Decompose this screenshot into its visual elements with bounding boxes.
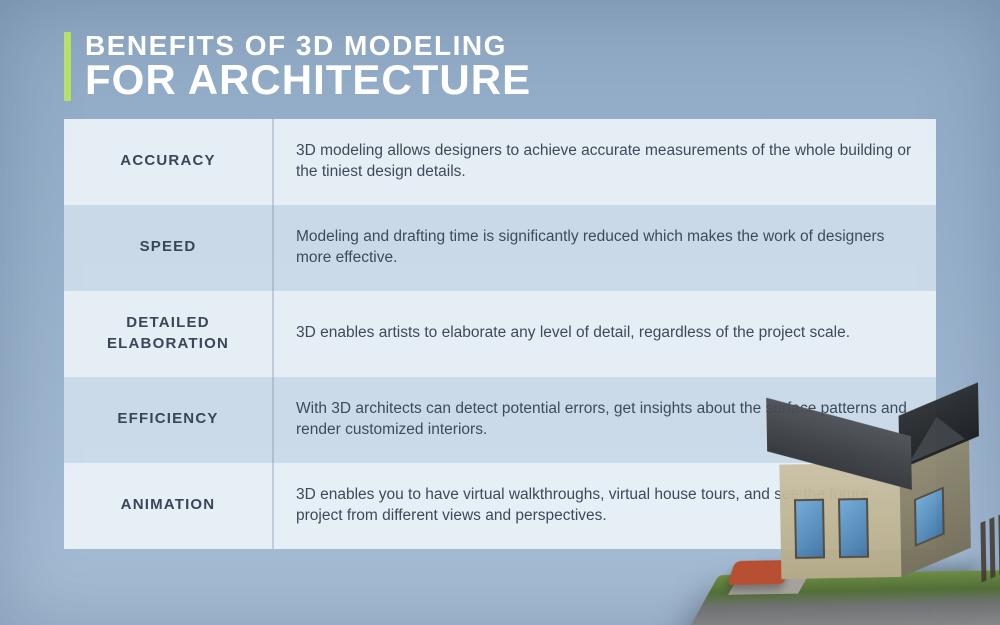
row-desc-speed: Modeling and drafting time is significan… [274, 205, 936, 291]
row-label-accuracy: ACCURACY [64, 119, 274, 205]
title-line-2: FOR ARCHITECTURE [85, 59, 531, 100]
title-block: BENEFITS OF 3D MODELING FOR ARCHITECTURE [64, 32, 936, 101]
row-desc-animation: 3D enables you to have virtual walkthrou… [274, 463, 936, 549]
row-label-efficiency: EFFICIENCY [64, 377, 274, 463]
row-label-animation: ANIMATION [64, 463, 274, 549]
row-desc-elaboration: 3D enables artists to elaborate any leve… [274, 291, 936, 377]
title-lines: BENEFITS OF 3D MODELING FOR ARCHITECTURE [85, 32, 531, 101]
content-area: BENEFITS OF 3D MODELING FOR ARCHITECTURE… [0, 0, 1000, 549]
row-desc-efficiency: With 3D architects can detect potential … [274, 377, 936, 463]
row-label-elaboration: DETAILED ELABORATION [64, 291, 274, 377]
row-desc-accuracy: 3D modeling allows designers to achieve … [274, 119, 936, 205]
row-label-speed: SPEED [64, 205, 274, 291]
benefits-table: ACCURACY 3D modeling allows designers to… [64, 119, 936, 549]
title-line-1: BENEFITS OF 3D MODELING [85, 32, 531, 59]
title-accent-bar [64, 32, 71, 101]
